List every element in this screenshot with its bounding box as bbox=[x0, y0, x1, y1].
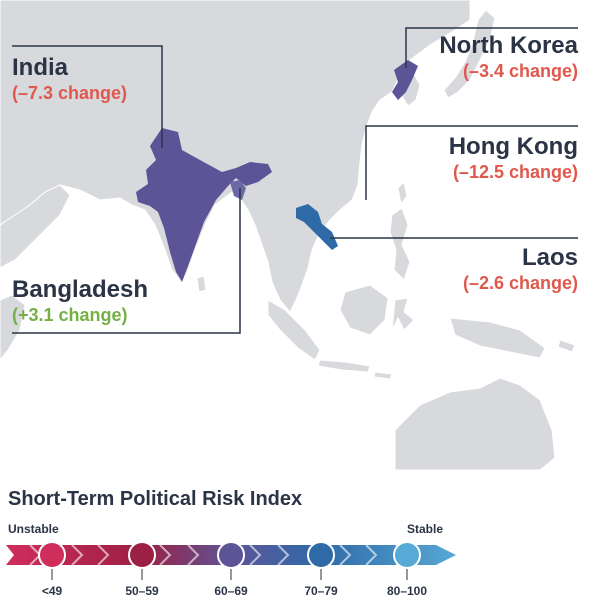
north-korea-shape bbox=[392, 60, 418, 100]
laos-name: Laos bbox=[521, 244, 578, 271]
legend-range-3: 60–69 bbox=[214, 584, 248, 598]
sri-lanka bbox=[196, 275, 207, 293]
sumatra bbox=[267, 299, 321, 361]
india-shape bbox=[136, 128, 272, 282]
legend-title: Short-Term Political Risk Index bbox=[8, 488, 303, 510]
lesser-sunda bbox=[373, 371, 393, 380]
sulawesi bbox=[391, 297, 415, 331]
map bbox=[0, 0, 578, 470]
hong-kong-name: Hong Kong bbox=[448, 133, 578, 160]
india-name: India bbox=[12, 54, 69, 81]
arabia bbox=[0, 184, 71, 269]
pacific-island bbox=[557, 339, 576, 353]
philippines bbox=[389, 207, 411, 281]
legend-stable-label: Stable bbox=[407, 522, 444, 536]
australia bbox=[394, 377, 556, 470]
legend-bar bbox=[6, 541, 456, 580]
japan bbox=[443, 9, 496, 99]
bangladesh-leader bbox=[12, 188, 241, 334]
laos-shape bbox=[296, 204, 338, 250]
india-change: (–7.3 change) bbox=[12, 83, 128, 103]
bangladesh-name: Bangladesh bbox=[12, 276, 149, 303]
legend-range-2: 50–59 bbox=[125, 584, 159, 598]
legend-dot bbox=[38, 541, 66, 569]
bangladesh-change: (+3.1 change) bbox=[12, 305, 128, 325]
north-korea-leader bbox=[405, 27, 578, 68]
taiwan bbox=[397, 180, 408, 206]
north-korea-callout: North Korea (–3.4 change) bbox=[439, 32, 578, 82]
borneo bbox=[339, 284, 389, 336]
hong-kong-change: (–12.5 change) bbox=[452, 162, 578, 182]
land bbox=[0, 0, 576, 470]
legend-dots bbox=[38, 541, 421, 580]
legend-range-4: 70–79 bbox=[304, 584, 338, 598]
new-guinea bbox=[449, 317, 546, 359]
legend-dot bbox=[307, 541, 335, 569]
north-korea-name: North Korea bbox=[439, 32, 578, 59]
africa-horn bbox=[0, 294, 26, 361]
legend-unstable-label: Unstable bbox=[8, 522, 59, 536]
hong-kong-leader bbox=[365, 125, 578, 200]
bangladesh-shape bbox=[230, 180, 246, 200]
legend-dot bbox=[217, 541, 245, 569]
legend-dot bbox=[393, 541, 421, 569]
java bbox=[317, 359, 371, 373]
north-korea-change: (–3.4 change) bbox=[462, 61, 578, 81]
leader-lines bbox=[12, 27, 578, 334]
hong-kong-callout: Hong Kong (–12.5 change) bbox=[449, 133, 578, 183]
laos-callout: Laos (–2.6 change) bbox=[463, 244, 578, 294]
mainland-asia bbox=[0, 0, 471, 313]
laos-change: (–2.6 change) bbox=[462, 273, 578, 293]
india-callout: India (–7.3 change) bbox=[12, 54, 127, 104]
bangladesh-callout: Bangladesh (+3.1 change) bbox=[12, 276, 148, 326]
india-leader bbox=[12, 45, 163, 148]
legend-range-5: 80–100 bbox=[386, 584, 428, 598]
legend-dot bbox=[128, 541, 156, 569]
legend-range-1: <49 bbox=[41, 584, 63, 598]
